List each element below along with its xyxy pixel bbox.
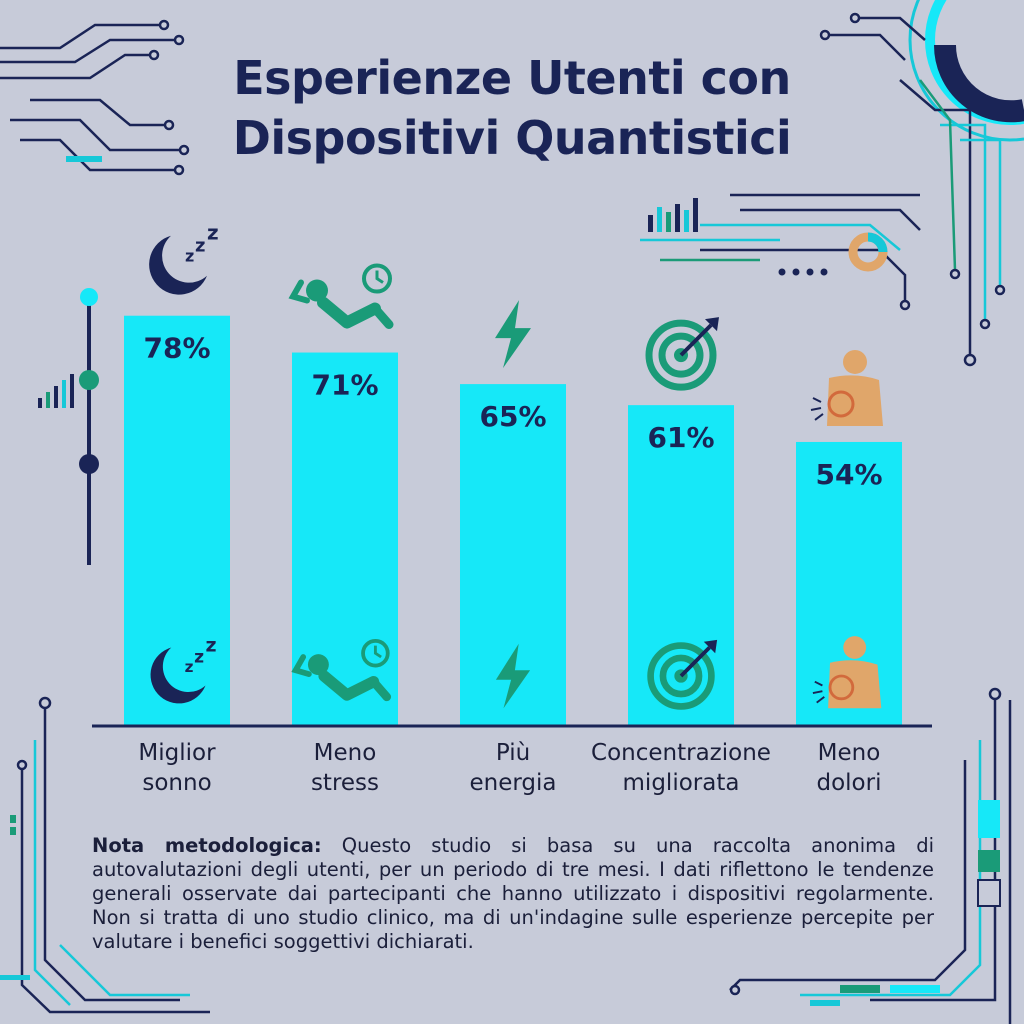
- svg-text:z: z: [206, 634, 217, 656]
- target-arrow-bottom-icon: [647, 639, 718, 710]
- x-axis-label-line: sonno: [142, 770, 212, 796]
- svg-text:z: z: [185, 247, 194, 266]
- svg-text:z: z: [194, 648, 204, 668]
- note-text: Questo studio si basa su una raccolta an…: [92, 834, 934, 953]
- svg-text:z: z: [185, 658, 194, 676]
- back-pain-top-icon: [810, 349, 883, 426]
- bar-2: [292, 352, 398, 726]
- circuit-top-left: [0, 23, 180, 172]
- x-axis-label-line: Miglior: [138, 740, 216, 766]
- note-label: Nota metodologica:: [92, 834, 322, 857]
- x-axis-label-line: stress: [310, 770, 380, 796]
- donut-chart-icon: [848, 232, 888, 272]
- bar-1: [124, 315, 230, 726]
- svg-text:z: z: [195, 236, 205, 257]
- value-label-3: 65%: [479, 400, 546, 433]
- lightning-bolt-top-icon: [495, 300, 531, 369]
- x-axis-label-line: migliorata: [622, 770, 740, 796]
- relaxing-person-top-icon: [288, 263, 394, 330]
- value-label-2: 71%: [311, 369, 378, 402]
- x-axis-label-line: Più: [495, 740, 531, 766]
- lightning-bolt-bottom-icon: [495, 643, 531, 709]
- value-label-5: 54%: [815, 458, 882, 491]
- x-axis-label-line: dolori: [816, 770, 882, 796]
- x-axis-label-2: Meno stress: [255, 738, 435, 798]
- value-label-4: 61%: [647, 421, 714, 454]
- title-line-1: Esperienze Utenti con: [233, 51, 791, 105]
- x-axis-label-line: Concentrazione: [591, 740, 771, 766]
- moon-sleep-bottom-icon: z zz: [150, 634, 217, 704]
- back-pain-bottom-icon: [812, 636, 882, 709]
- page-title: Esperienze Utenti con Dispositivi Quanti…: [0, 48, 1024, 168]
- x-axis-label-line: energia: [469, 770, 557, 796]
- mini-bars-icon: [648, 198, 698, 232]
- x-axis-label-5: Meno dolori: [759, 738, 939, 798]
- slider-decoration-left: [38, 288, 99, 565]
- x-axis-label-4: Concentrazione migliorata: [591, 738, 771, 798]
- x-axis-label-3: Più energia: [423, 738, 603, 798]
- moon-sleep-top-icon: z zz: [149, 221, 219, 295]
- methodology-note: Nota metodologica: Questo studio si basa…: [92, 834, 934, 954]
- x-axis-label-line: Meno: [313, 740, 377, 766]
- x-axis-label-line: Meno: [817, 740, 881, 766]
- value-label-1: 78%: [143, 332, 210, 365]
- gauge-decoration-top-right: [908, 0, 1024, 142]
- relaxing-person-bottom-icon: [291, 638, 392, 702]
- target-arrow-top-icon: [645, 317, 719, 391]
- title-line-2: Dispositivi Quantistici: [232, 111, 792, 165]
- x-axis-label-1: Miglior sonno: [87, 738, 267, 798]
- svg-text:z: z: [207, 221, 219, 245]
